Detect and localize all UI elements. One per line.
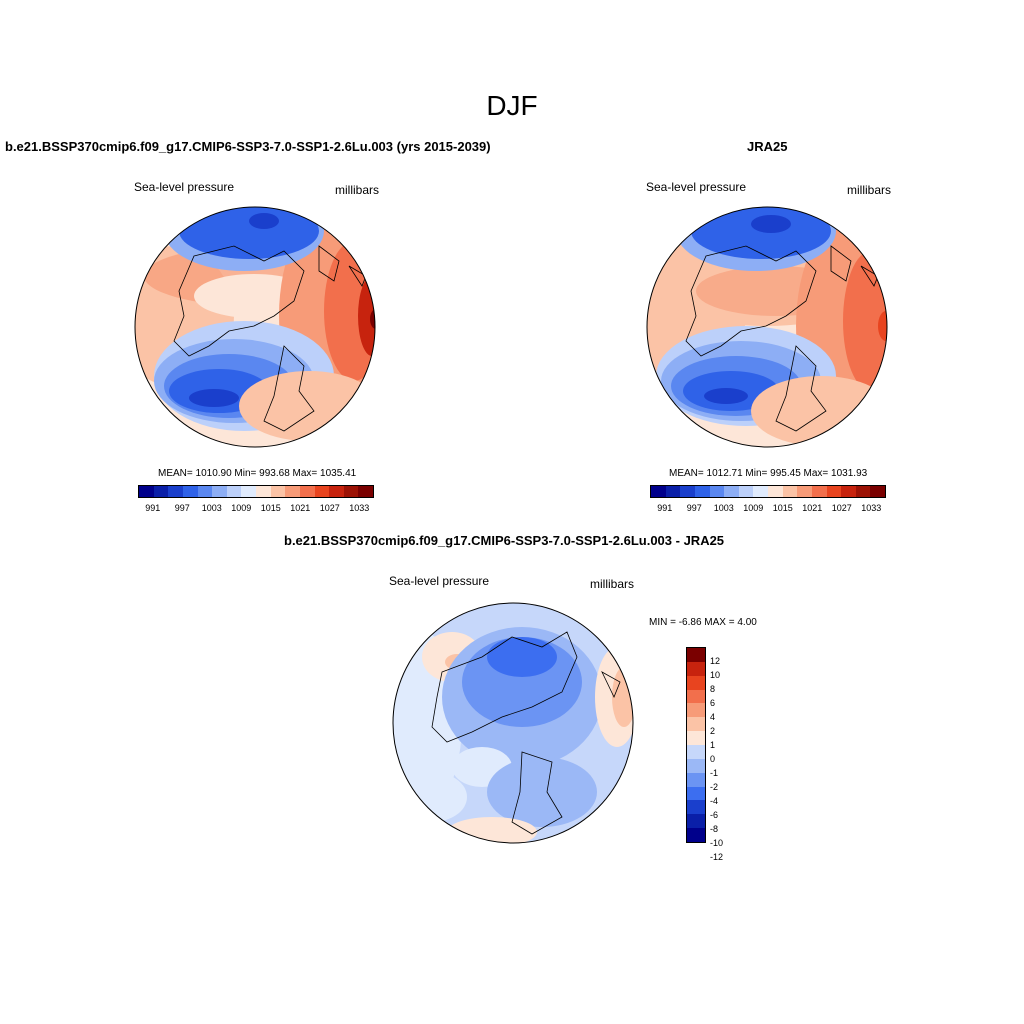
colorbar-swatch xyxy=(329,486,344,497)
colorbar-tick-label: -12 xyxy=(710,852,724,862)
colorbar-tick-label: 6 xyxy=(710,698,716,708)
colorbar-swatch xyxy=(687,786,705,801)
colorbar-tick-label: 991 xyxy=(657,503,673,513)
colorbar-tick-label: 0 xyxy=(710,754,716,764)
colorbar-swatch xyxy=(687,800,705,815)
colorbar-tick-label: 997 xyxy=(686,503,702,513)
colorbar-swatch xyxy=(694,486,710,497)
diff-panel-title: b.e21.BSSP370cmip6.f09_g17.CMIP6-SSP3-7.… xyxy=(284,533,725,548)
colorbar-swatch xyxy=(285,486,300,497)
colorbar-swatch xyxy=(168,486,183,497)
colorbar-tick-label: 1027 xyxy=(831,503,852,513)
obs-polar-map xyxy=(646,206,888,448)
colorbar-tick-label: 997 xyxy=(174,503,190,513)
colorbar-swatch xyxy=(197,486,213,497)
obs-colorbar xyxy=(650,485,886,498)
colorbar-swatch xyxy=(738,486,754,497)
diff-colorbar xyxy=(686,647,706,843)
colorbar-tick-label: 12 xyxy=(710,656,721,666)
colorbar-tick-label: 1009 xyxy=(743,503,764,513)
colorbar-tick-label: 1033 xyxy=(349,503,370,513)
colorbar-tick-label: -1 xyxy=(710,768,719,778)
colorbar-tick-label: 1021 xyxy=(802,503,823,513)
colorbar-tick-label: 1003 xyxy=(201,503,222,513)
colorbar-swatch xyxy=(139,486,154,497)
model-stats: MEAN= 1010.90 Min= 993.68 Max= 1035.41 xyxy=(158,468,357,479)
colorbar-swatch xyxy=(680,486,695,497)
colorbar-tick-label: 2 xyxy=(710,726,716,736)
colorbar-swatch xyxy=(241,486,256,497)
colorbar-swatch xyxy=(687,661,705,676)
colorbar-tick-label: -8 xyxy=(710,824,719,834)
colorbar-swatch xyxy=(753,486,768,497)
colorbar-swatch xyxy=(343,486,359,497)
colorbar-swatch xyxy=(256,486,271,497)
colorbar-tick-label: 1027 xyxy=(319,503,340,513)
colorbar-tick-label: 1015 xyxy=(260,503,281,513)
colorbar-tick-label: -2 xyxy=(710,782,719,792)
colorbar-tick-label: 1021 xyxy=(290,503,311,513)
colorbar-swatch xyxy=(687,689,705,704)
colorbar-swatch xyxy=(358,486,373,497)
colorbar-swatch xyxy=(687,675,705,690)
diff-units-label: millibars xyxy=(590,577,635,591)
colorbar-swatch xyxy=(665,486,681,497)
obs-stats: MEAN= 1012.71 Min= 995.45 Max= 1031.93 xyxy=(669,468,868,479)
colorbar-tick-label: -10 xyxy=(710,838,724,848)
colorbar-swatch xyxy=(687,758,705,773)
colorbar-swatch xyxy=(270,486,286,497)
colorbar-swatch xyxy=(687,745,705,759)
colorbar-swatch xyxy=(299,486,315,497)
colorbar-swatch xyxy=(182,486,198,497)
colorbar-swatch xyxy=(687,703,705,718)
colorbar-tick-label: -6 xyxy=(710,810,719,820)
colorbar-swatch xyxy=(687,731,705,746)
colorbar-tick-label: 1015 xyxy=(772,503,793,513)
colorbar-swatch xyxy=(212,486,227,497)
obs-panel-title: JRA25 xyxy=(747,139,788,154)
colorbar-tick-label: 4 xyxy=(710,712,716,722)
obs-variable-label: Sea-level pressure xyxy=(646,180,747,194)
colorbar-swatch xyxy=(687,814,705,829)
colorbar-swatch xyxy=(314,486,330,497)
colorbar-tick-label: -4 xyxy=(710,796,719,806)
colorbar-swatch xyxy=(870,486,885,497)
colorbar-swatch xyxy=(855,486,871,497)
colorbar-swatch xyxy=(841,486,856,497)
colorbar-tick-label: 8 xyxy=(710,684,716,694)
model-panel-title: b.e21.BSSP370cmip6.f09_g17.CMIP6-SSP3-7.… xyxy=(5,139,491,154)
colorbar-swatch xyxy=(651,486,666,497)
colorbar-swatch xyxy=(687,772,705,787)
colorbar-swatch xyxy=(687,648,705,662)
model-variable-label: Sea-level pressure xyxy=(134,180,235,194)
colorbar-tick-label: 1 xyxy=(710,740,716,750)
figure-title: DJF xyxy=(486,90,538,121)
colorbar-tick-label: 10 xyxy=(710,670,721,680)
colorbar-swatch xyxy=(709,486,725,497)
model-colorbar xyxy=(138,485,374,498)
diff-stats: MIN = -6.86 MAX = 4.00 xyxy=(649,617,757,628)
colorbar-swatch xyxy=(153,486,169,497)
colorbar-tick-label: 1009 xyxy=(231,503,252,513)
colorbar-tick-label: 991 xyxy=(145,503,161,513)
colorbar-tick-label: 1033 xyxy=(861,503,882,513)
colorbar-tick-label: 1003 xyxy=(713,503,734,513)
colorbar-swatch xyxy=(226,486,242,497)
colorbar-swatch xyxy=(768,486,783,497)
colorbar-swatch xyxy=(826,486,842,497)
diff-variable-label: Sea-level pressure xyxy=(389,574,490,588)
obs-units-label: millibars xyxy=(847,183,892,197)
colorbar-swatch xyxy=(687,828,705,843)
model-units-label: millibars xyxy=(335,183,380,197)
model-polar-map xyxy=(134,206,376,448)
colorbar-swatch xyxy=(687,717,705,732)
colorbar-swatch xyxy=(797,486,812,497)
diff-polar-map xyxy=(392,602,634,844)
colorbar-swatch xyxy=(724,486,739,497)
colorbar-swatch xyxy=(811,486,827,497)
colorbar-swatch xyxy=(782,486,798,497)
